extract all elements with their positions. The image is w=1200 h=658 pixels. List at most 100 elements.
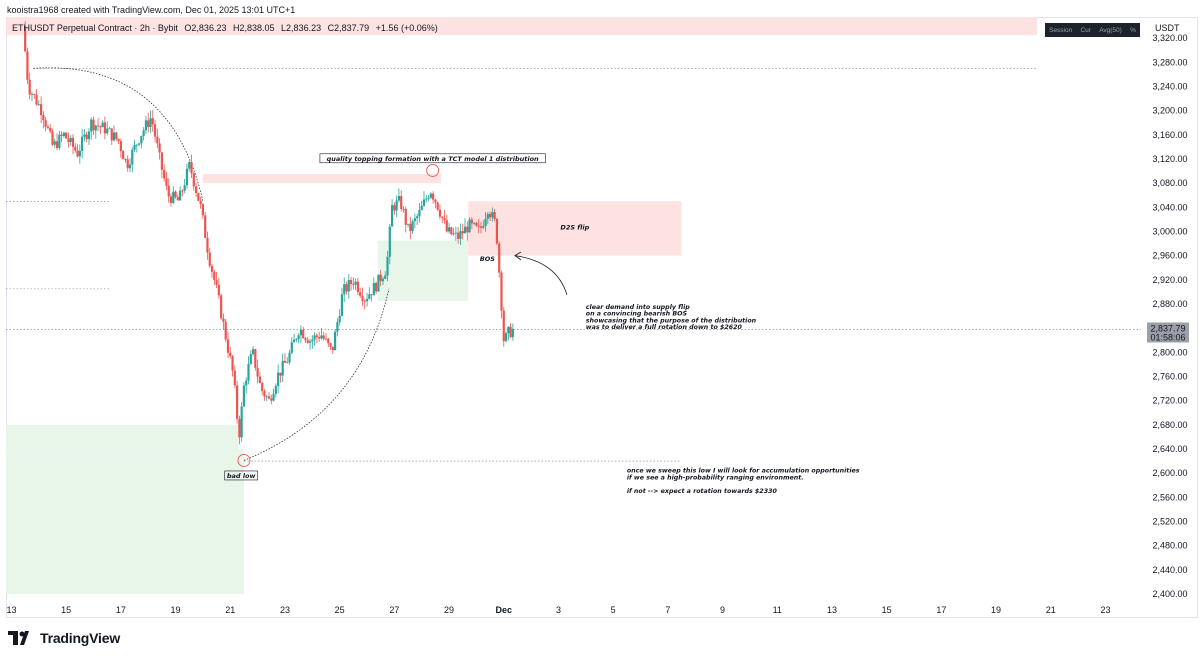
y-tick-20: 2,520.00 [1152,516,1187,526]
candle-body-63 [167,185,170,197]
marker-circle-1 [426,164,440,177]
candle-body-95 [240,406,243,438]
y-tick-19: 2,560.00 [1152,492,1187,502]
x-tick-8: 29 [444,605,454,615]
candle-body-71 [185,168,189,186]
candle-body-121 [299,329,303,336]
symbol-name: ETHUSDT Perpetual Contract · 2h · Bybit [12,23,178,33]
candle-body-131 [322,335,325,339]
x-tick-6: 25 [335,605,345,615]
x-tick-4: 21 [225,605,235,615]
x-tick-13: 9 [720,605,725,615]
open-value: O2,836.23 [184,23,227,33]
y-tick-7: 3,040.00 [1152,202,1187,212]
candle-body-137 [336,322,339,332]
candle-body-151 [368,294,371,299]
candle-body-174 [420,205,423,211]
candle-body-178 [429,193,432,198]
y-tick-14: 2,760.00 [1152,371,1187,381]
currency-label[interactable]: USDT [1155,23,1180,33]
candle-body-99 [249,354,252,365]
candle-body-10 [46,126,50,128]
candle-body-109 [272,393,275,401]
candle-body-96 [242,385,246,407]
candle-body-198 [475,222,478,226]
candle-body-85 [217,284,220,296]
last-price-text: 2,837.79 [1150,323,1185,333]
candle-body-4 [33,94,36,95]
candle-body-214 [511,328,514,338]
candle-body-101 [254,349,257,368]
x-tick-11: 5 [611,605,616,615]
candle-body-16 [60,134,63,136]
candle-body-83 [213,271,216,280]
tradingview-logo-icon [8,631,29,645]
candle-body-133 [327,338,330,344]
avg-badge[interactable]: Avg(50) [1099,26,1122,34]
candle-body-87 [222,318,225,322]
candle-body-196 [470,219,473,224]
candle-body-166 [402,208,405,210]
candle-body-86 [220,295,223,319]
candle-body-6 [37,104,40,106]
candle-body-126 [311,339,314,342]
session-badge[interactable]: Session [1049,26,1073,34]
candle-body-118 [292,339,296,343]
candle-body-213 [509,326,512,338]
candle-body-163 [395,200,398,211]
cur-badge[interactable]: Cur [1080,26,1091,34]
candle-body-2 [28,79,31,95]
tradingview-wordmark: TradingView [40,630,121,646]
candle-body-150 [365,298,369,302]
candle-body-31 [94,125,97,131]
candle-body-68 [179,190,182,201]
y-tick-5: 3,120.00 [1152,154,1187,164]
candle-body-59 [158,143,161,153]
candle-body-193 [463,226,467,234]
candle-body-22 [74,146,77,151]
countdown-text: 01:58:06 [1150,332,1185,342]
candle-body-41 [117,138,120,142]
candle-body-175 [422,199,426,206]
candle-body-102 [256,367,259,377]
candle-body-157 [381,278,385,282]
candle-body-119 [295,339,298,340]
candle-body-170 [411,221,414,231]
candles-layer [24,21,514,445]
candle-body-91 [231,356,234,371]
y-tick-17: 2,640.00 [1152,444,1187,454]
candle-body-78 [201,204,205,216]
percent-badge[interactable]: % [1130,26,1136,34]
candle-body-180 [434,199,437,203]
candle-body-20 [69,137,72,143]
candle-body-92 [233,370,236,386]
indicator-toolbar[interactable]: Session Cur Avg(50) % [1045,23,1140,37]
candle-body-167 [404,209,407,225]
zones-layer [6,17,1038,594]
candle-body-61 [163,169,166,179]
y-tick-0: 3,320.00 [1152,33,1187,43]
x-tick-14: 11 [773,605,782,615]
candle-body-155 [377,274,380,292]
candle-body-70 [183,185,186,191]
annotation-box-0 [319,153,546,164]
candle-body-191 [459,231,462,239]
candle-body-62 [165,178,168,186]
x-tick-15: 13 [827,605,837,615]
candle-body-75 [194,186,198,193]
candle-body-200 [479,226,483,228]
note-1-line-0: once we sweep this low I will look for a… [627,467,860,475]
candle-body-72 [188,162,191,169]
candle-body-26 [83,134,86,137]
candle-body-144 [352,283,355,285]
x-tick-0: 13 [6,605,16,615]
candle-body-124 [306,339,309,343]
candle-body-187 [450,227,453,235]
candle-body-47 [131,149,134,165]
candle-body-212 [507,326,510,334]
candle-body-138 [338,315,341,323]
candle-body-114 [283,360,287,363]
candle-body-158 [384,275,387,279]
candle-body-18 [65,132,68,139]
